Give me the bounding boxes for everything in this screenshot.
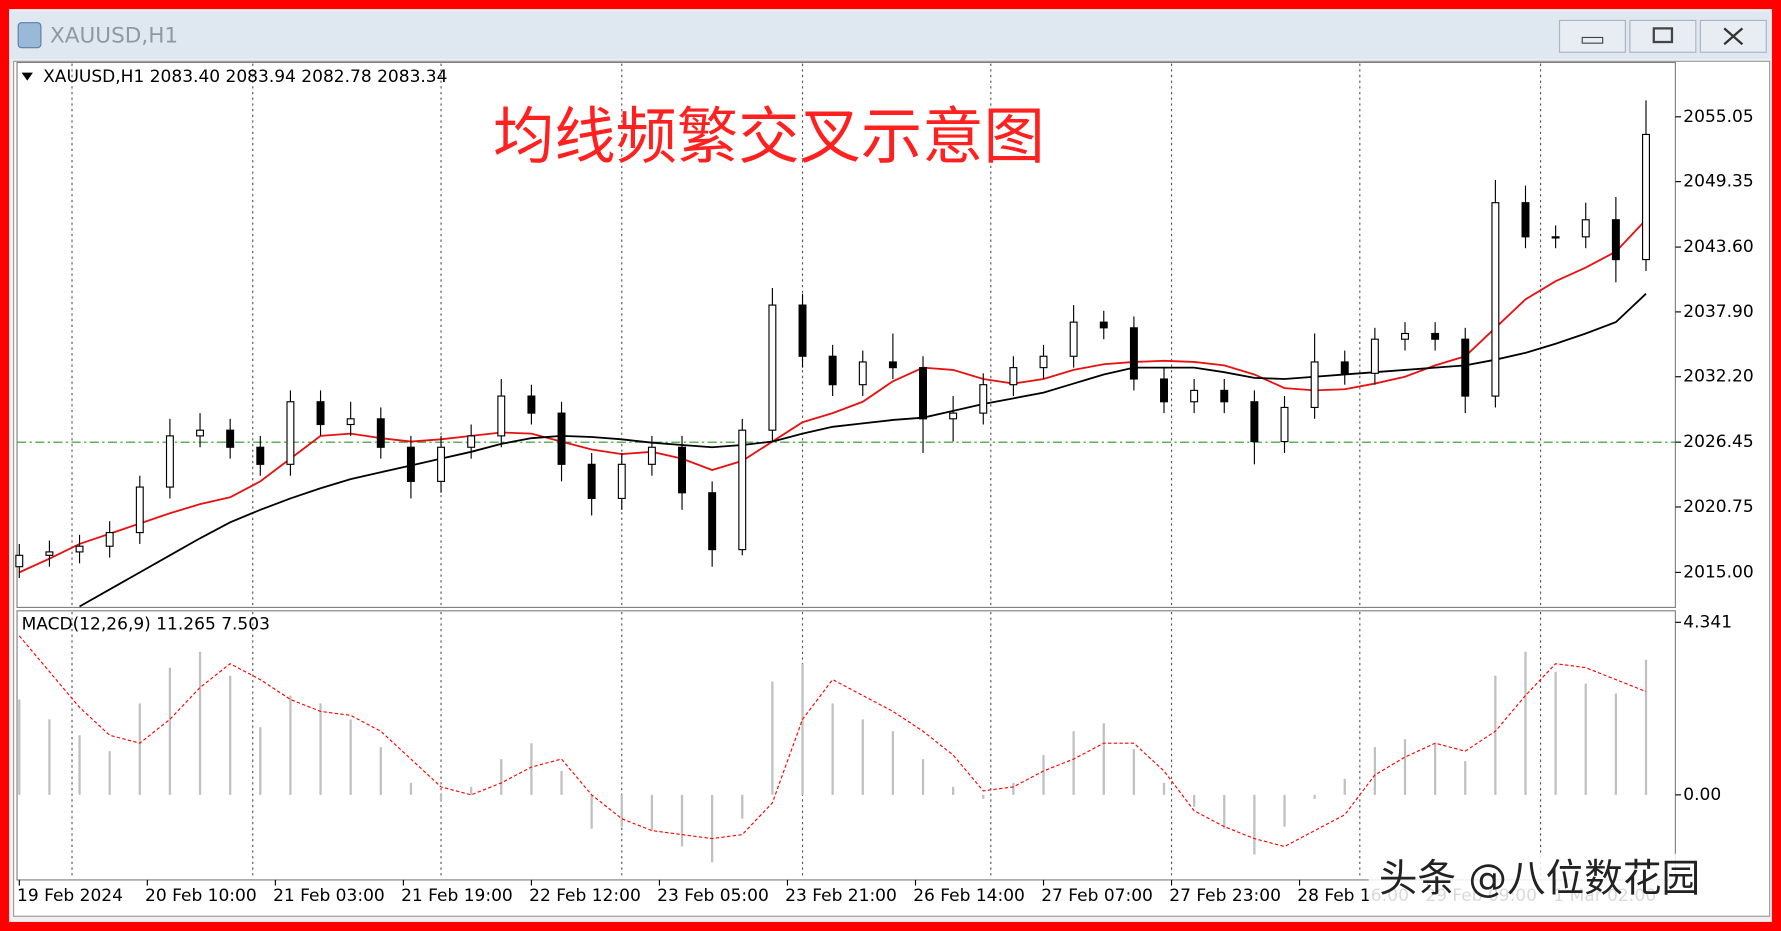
signal-line [18, 635, 1647, 848]
candle-body [1250, 401, 1259, 443]
candle-body [1220, 389, 1229, 403]
candle-body [678, 446, 687, 494]
moving-average [79, 293, 1647, 608]
pane-border [16, 610, 1676, 881]
candle-body [1039, 355, 1048, 369]
candle-body [708, 492, 717, 551]
candle-body [919, 367, 927, 420]
candle-body [406, 446, 415, 482]
candle-body [1280, 406, 1289, 443]
candle-body [1491, 202, 1500, 397]
y-tick-label: 4.341 [1683, 612, 1732, 632]
minimize-button[interactable] [1558, 19, 1626, 53]
candle-body [647, 446, 656, 465]
candle-body [105, 532, 114, 547]
candle-body [979, 384, 988, 414]
watermark: 头条 @八位数花园 [1379, 857, 1700, 902]
y-tick-label: 2055.05 [1683, 107, 1753, 127]
candle-body [527, 395, 536, 414]
candle-body [75, 545, 84, 553]
y-tick-label: 0.00 [1683, 785, 1721, 805]
candle-body [497, 395, 506, 437]
x-tick-label: 27 Feb 07:00 [1041, 886, 1153, 906]
candle-body [1310, 361, 1319, 409]
candle-body [165, 435, 174, 488]
candle-body [437, 446, 446, 482]
candle-body [587, 463, 596, 500]
y-tick-label: 2032.20 [1683, 367, 1753, 387]
candle-body [15, 554, 24, 568]
candle-body [376, 418, 385, 448]
candle-body [135, 486, 144, 534]
close-button[interactable] [1699, 19, 1767, 53]
candle-body [1521, 202, 1530, 238]
pane-border [16, 61, 1676, 608]
candle-body [1461, 338, 1470, 397]
candle-body [346, 418, 355, 426]
title-bar [10, 11, 1771, 60]
candle-body [1551, 236, 1560, 239]
x-tick-label: 23 Feb 05:00 [657, 886, 769, 906]
candle-body [858, 361, 867, 386]
candle-body [45, 551, 54, 556]
candle-body [256, 446, 265, 465]
x-tick-label: 21 Feb 03:00 [273, 886, 385, 906]
candle-body [1642, 133, 1650, 261]
candle-body [1581, 219, 1590, 238]
plot: 2055.05 2049.35 2043.60 2037.90 2032.20 2026.… [15, 61, 1754, 906]
x-tick-label: 21 Feb 19:00 [401, 886, 513, 906]
header-arrow [21, 72, 33, 81]
candle-body [1099, 321, 1108, 329]
candle-body [1611, 219, 1620, 261]
app-icon [17, 22, 42, 49]
candle-body [286, 401, 295, 465]
candle-body [196, 429, 205, 437]
x-tick-label: 19 Feb 2024 [17, 886, 123, 906]
candle-body [798, 304, 807, 357]
chart-header: XAUUSD,H1 2083.40 2083.94 2082.78 2083.3… [43, 67, 447, 87]
candle-body [768, 304, 777, 431]
candle-body [1190, 389, 1199, 403]
x-tick-label: 20 Feb 10:00 [145, 886, 257, 906]
candle-body [828, 355, 837, 386]
candle-body [1401, 332, 1409, 340]
candle-body [1340, 361, 1349, 374]
y-tick-label: 2049.35 [1683, 172, 1753, 192]
y-tick-label: 2043.60 [1683, 237, 1753, 257]
candle-body [949, 412, 958, 420]
candle-body [316, 401, 325, 426]
x-tick-label: 27 Feb 23:00 [1169, 886, 1281, 906]
chart-window [13, 60, 1771, 917]
y-tick-label: 2020.75 [1683, 497, 1753, 517]
candle-body [1160, 378, 1168, 403]
candle-body [1129, 327, 1138, 380]
window-title: XAUUSD,H1 [50, 23, 178, 48]
candle-body [226, 429, 235, 448]
macd-header: MACD(12,26,9) 11.265 7.503 [22, 614, 270, 634]
x-tick-label: 22 Feb 12:00 [529, 886, 641, 906]
x-tick-label: 26 Feb 14:00 [913, 886, 1025, 906]
watermark-bg [1368, 853, 1761, 911]
candle-body [617, 463, 626, 500]
candle-body [1431, 332, 1440, 340]
candle-body [1009, 367, 1018, 386]
x-tick-label: 23 Feb 21:00 [785, 886, 897, 906]
candle-body [1069, 321, 1078, 357]
candle-body [888, 361, 897, 369]
maximize-button[interactable] [1629, 19, 1697, 53]
y-tick-label: 2015.00 [1683, 562, 1753, 582]
y-tick-label: 2037.90 [1683, 302, 1753, 322]
candle-body [467, 435, 476, 448]
candle-body [557, 412, 566, 465]
annotation: 均线频繁交叉示意图 [493, 101, 1045, 172]
candle-body [1370, 338, 1379, 374]
candle-body [738, 429, 747, 551]
y-tick-label: 2026.45 [1683, 432, 1753, 452]
